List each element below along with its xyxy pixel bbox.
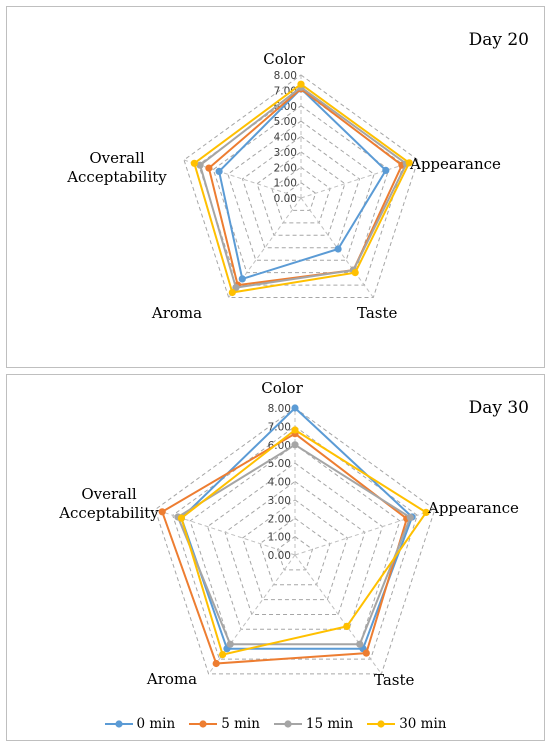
radar-tick-label: 7.00: [268, 421, 291, 433]
radar-point: [226, 640, 234, 648]
radar-series: [177, 426, 430, 659]
radar-grid-ring: [259, 517, 331, 586]
radar-grid-ring: [271, 166, 331, 224]
chart-legend: 0 min 5 min 15 min 30 min: [7, 714, 544, 734]
radar-point: [238, 275, 246, 283]
radar-tick-label: 3.00: [268, 495, 291, 507]
radar-point: [212, 659, 220, 668]
radar-point: [291, 441, 299, 449]
legend-label: 30 min: [399, 716, 447, 732]
radar-axis-label: Color: [263, 50, 305, 68]
radar-grid-ring: [241, 135, 361, 249]
radar-point: [291, 426, 299, 434]
radar-point: [291, 404, 299, 412]
radar-tick-label: 6.00: [268, 440, 291, 452]
radar-point: [196, 161, 204, 169]
radar-point: [215, 167, 223, 175]
radar-tick-label: 1.00: [268, 532, 291, 544]
legend-label: 15 min: [305, 716, 354, 732]
legend-label: 0 min: [136, 716, 176, 732]
radar-point: [177, 514, 185, 522]
radar-tick-label: 2.00: [274, 162, 297, 174]
radar-axis-label: Color: [261, 379, 303, 397]
radar-point: [382, 166, 390, 174]
radar-series-line: [180, 429, 428, 656]
radar-point: [205, 164, 213, 172]
legend-entry: 30 min: [367, 716, 447, 732]
legend-swatch: [367, 720, 396, 728]
legend-entry: 5 min: [189, 716, 260, 732]
radar-point: [351, 269, 359, 277]
radar-point: [422, 508, 430, 516]
radar-grid-ring: [256, 151, 346, 236]
radar-tick-label: 0.00: [268, 550, 291, 562]
radar-tick-label: 8.00: [268, 403, 291, 415]
radar-tick-label: 1.00: [274, 178, 297, 190]
radar-axis-label: Appearance: [427, 499, 519, 517]
radar-chart-day-30: 0.00 1.00 2.00 3.00 4.00 5.00 6.00 7.00 8.00 Colo…: [6, 374, 545, 741]
radar-axis-label: Overall Acceptability: [66, 149, 167, 186]
radar-point: [405, 159, 413, 167]
radar-grid: [183, 74, 419, 298]
radar-axis-label: Aroma: [151, 304, 202, 322]
legend-swatch: [273, 720, 302, 728]
radar-point: [356, 640, 364, 648]
radar-point: [297, 80, 305, 88]
legend-entry: 15 min: [273, 716, 354, 732]
radar-tick-label: 5.00: [268, 458, 291, 470]
radar-tick-label: 5.00: [274, 116, 297, 128]
legend-swatch: [189, 720, 218, 728]
radar-grid-ring: [212, 105, 390, 274]
radar-point: [158, 508, 166, 516]
radar-grid-ring: [285, 181, 317, 211]
radar-tick-label: 4.00: [274, 132, 297, 144]
radar-series: [190, 80, 413, 297]
radar-point: [362, 649, 370, 657]
radar-tick-label: 8.00: [274, 70, 297, 82]
chart-title: Day 20: [469, 30, 529, 50]
legend-entry: 0 min: [104, 716, 176, 732]
radar-tick-label: 4.00: [268, 477, 291, 489]
chart-title: Day 30: [469, 398, 529, 418]
radar-series-line: [180, 407, 414, 650]
radar-series-line: [218, 87, 387, 280]
radar-series-line: [193, 83, 411, 294]
radar-axis-label: Aroma: [146, 670, 197, 688]
radar-grid-ring: [242, 499, 348, 601]
radar-grid-ring: [207, 462, 383, 630]
radar-axis-label: Taste: [374, 671, 415, 689]
radar-tick-label: 3.00: [274, 147, 297, 159]
radar-axis-label: Appearance: [409, 155, 501, 173]
radar-grid-ring: [224, 480, 366, 615]
radar-point: [334, 245, 342, 253]
radar-series-line: [199, 86, 408, 289]
radar-point: [406, 513, 414, 522]
radar-chart-day-20: 0.00 1.00 2.00 3.00 4.00 5.00 6.00 7.00 8.00 Colo…: [6, 6, 545, 368]
radar-point: [219, 651, 227, 659]
radar-axis-label: Overall Acceptability: [58, 485, 159, 522]
radar-chart-svg: 0.001.002.003.004.005.006.007.008.00Colo…: [66, 30, 529, 322]
radar-series: [215, 85, 390, 283]
radar-tick-label: 0.00: [274, 193, 297, 205]
legend-swatch: [104, 720, 133, 728]
radar-axis-label: Taste: [357, 304, 398, 322]
radar-point: [228, 288, 236, 297]
radar-point: [343, 622, 351, 630]
legend-label: 5 min: [221, 716, 260, 732]
radar-chart-svg: 0.00 1.00 2.00 3.00 4.00 5.00 6.00 7.00 8.00 Colo…: [58, 379, 529, 689]
radar-grid-ring: [183, 74, 419, 298]
radar-tick-label: 2.00: [268, 513, 291, 525]
radar-series-line: [207, 87, 403, 287]
radar-point: [190, 159, 198, 167]
